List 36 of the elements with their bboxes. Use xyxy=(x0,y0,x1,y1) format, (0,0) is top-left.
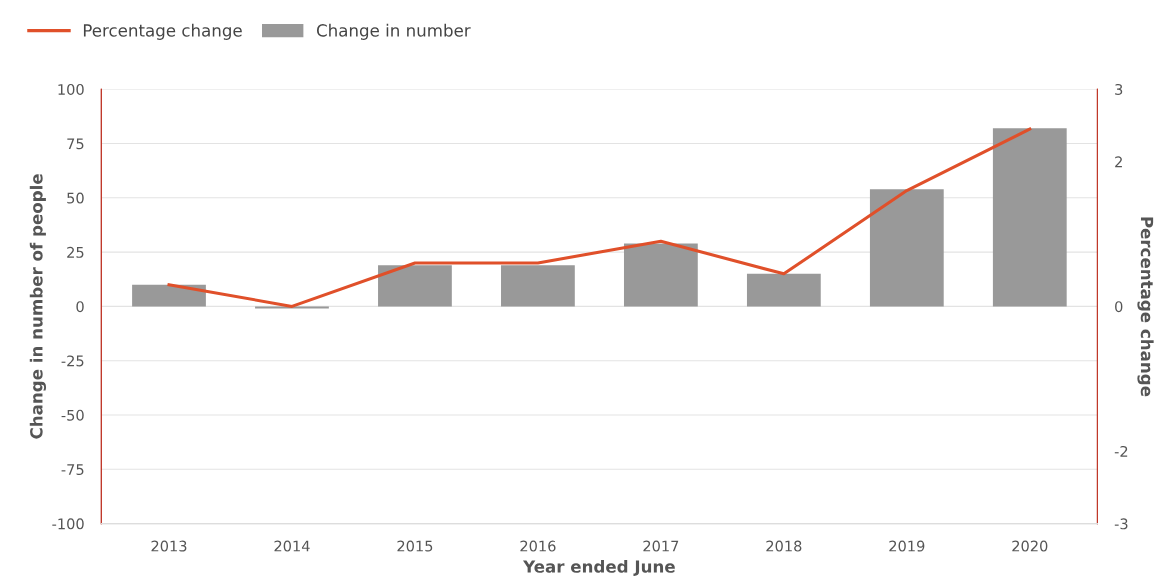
y-tick-label: 25 xyxy=(67,246,84,258)
x-tick-label: 2014 xyxy=(274,540,310,552)
x-tick-label: 2017 xyxy=(643,540,679,552)
x-tick-label: 2019 xyxy=(889,540,925,552)
bar xyxy=(132,284,206,307)
bar xyxy=(378,265,452,307)
y-tick-label: -25 xyxy=(61,355,84,367)
line-series xyxy=(167,127,1032,308)
y-tick-label: 50 xyxy=(67,192,84,204)
y-tick-label: -75 xyxy=(61,464,84,476)
legend-label: Change in number xyxy=(316,23,471,40)
y2-tick-label: 2 xyxy=(1115,156,1122,168)
y2-tick-label: -2 xyxy=(1114,445,1128,457)
x-tick-label: 2020 xyxy=(1012,540,1048,552)
bar xyxy=(869,189,944,307)
y2-tick-label: -3 xyxy=(1114,518,1128,530)
legend-label: Percentage change xyxy=(83,23,242,40)
bar xyxy=(501,265,575,307)
y-tick-label: 100 xyxy=(58,83,84,95)
bar xyxy=(623,243,698,307)
x-axis-title: Year ended June xyxy=(522,559,675,576)
x-tick-label: 2015 xyxy=(397,540,433,552)
y2-tick-label: 3 xyxy=(1115,83,1123,95)
bar xyxy=(255,306,329,309)
y-tick-label: -100 xyxy=(52,518,84,530)
y2-axis-title: Percentage change xyxy=(1137,217,1154,397)
y-tick-label: 0 xyxy=(76,301,84,313)
y-axis-title: Change in number of people xyxy=(29,174,47,439)
bar xyxy=(746,273,821,307)
y-tick-label: 75 xyxy=(67,138,84,150)
x-tick-label: 2018 xyxy=(766,540,802,552)
y-tick-label: -50 xyxy=(61,409,84,421)
x-tick-label: 2016 xyxy=(520,540,556,552)
x-tick-label: 2013 xyxy=(151,540,187,552)
bar xyxy=(992,128,1067,307)
y2-tick-label: 0 xyxy=(1115,301,1123,313)
